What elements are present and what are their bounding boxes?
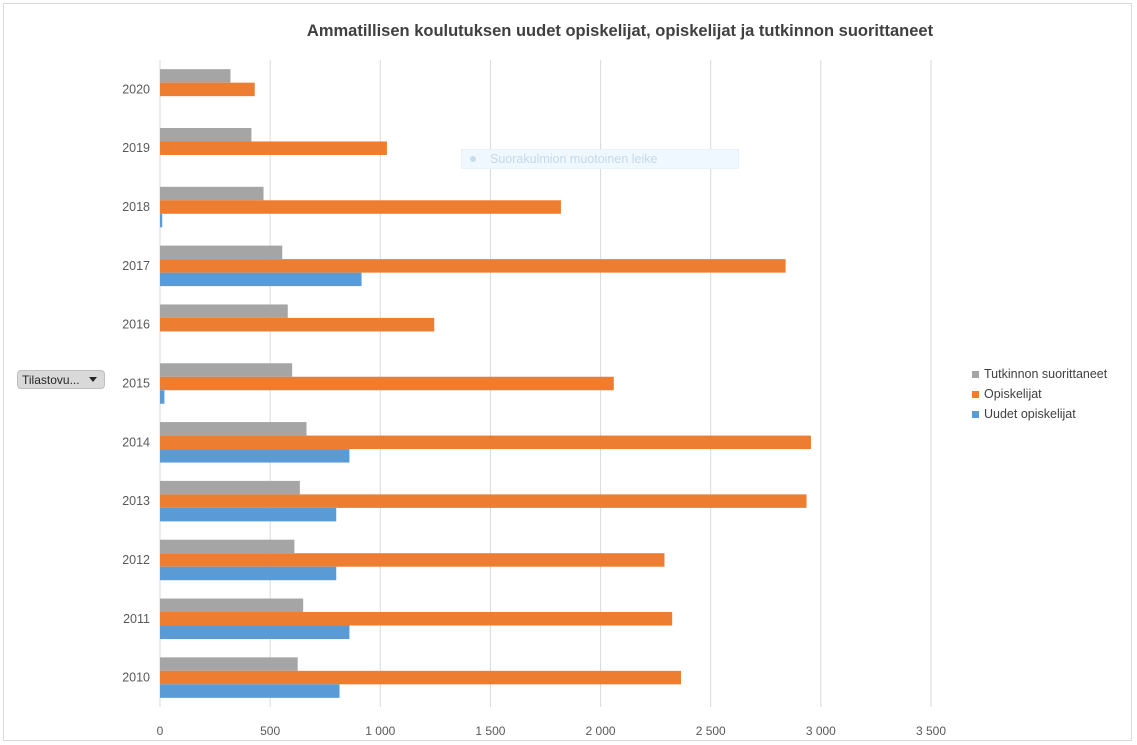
y-tick-label: 2016 (122, 318, 150, 332)
bar-tutkinnon-suorittaneet (160, 422, 307, 436)
bar-tutkinnon-suorittaneet (160, 304, 288, 318)
bar-opiskelijat (160, 376, 614, 391)
bar-tutkinnon-suorittaneet (160, 598, 304, 613)
bar-uudet-opiskelijat (160, 566, 337, 581)
bar-opiskelijat (160, 553, 665, 567)
y-tick-label: 2013 (122, 494, 150, 508)
x-tick-label: 500 (260, 724, 280, 738)
bar-tutkinnon-suorittaneet (160, 69, 231, 83)
x-tick-label: 2 500 (696, 724, 726, 738)
chart-title: Ammatillisen koulutuksen uudet opiskelij… (306, 22, 934, 40)
bar-uudet-opiskelijat (160, 507, 337, 522)
bar-tutkinnon-suorittaneet (160, 127, 252, 142)
bar-uudet-opiskelijat (160, 684, 340, 698)
bar-opiskelijat (160, 259, 786, 273)
legend-label: Opiskelijat (984, 387, 1042, 401)
y-tick-label: 2012 (122, 553, 150, 567)
bar-tutkinnon-suorittaneet (160, 539, 295, 554)
bar-opiskelijat (160, 200, 561, 214)
bar-opiskelijat (160, 670, 681, 685)
bar-tutkinnon-suorittaneet (160, 657, 298, 671)
x-tick-label: 1 500 (475, 724, 505, 738)
x-tick-label: 3 000 (806, 724, 836, 738)
shape-tooltip-text: Suorakulmion muotoinen leike (490, 152, 658, 166)
y-tick-label: 2011 (123, 612, 150, 626)
y-tick-label: 2017 (122, 259, 150, 273)
bar-tutkinnon-suorittaneet (160, 186, 264, 201)
bar-uudet-opiskelijat (160, 213, 163, 228)
legend-label: Tutkinnon suorittaneet (984, 367, 1108, 381)
legend-item: Uudet opiskelijat (972, 404, 1107, 424)
legend-swatch (972, 370, 979, 378)
bar-uudet-opiskelijat (160, 272, 362, 287)
legend-swatch (972, 390, 979, 398)
bar-uudet-opiskelijat (160, 625, 350, 640)
legend-item: Opiskelijat (972, 384, 1107, 404)
shape-tooltip: Suorakulmion muotoinen leike (461, 149, 739, 169)
bar-uudet-opiskelijat (160, 449, 350, 463)
bar-tutkinnon-suorittaneet (160, 480, 300, 495)
field-filter-label: Tilastovu... (22, 372, 80, 387)
x-tick-label: 0 (157, 724, 164, 738)
y-tick-label: 2015 (122, 377, 150, 391)
legend-label: Uudet opiskelijat (984, 407, 1076, 421)
dropdown-arrow-icon (89, 377, 97, 382)
legend-item: Tutkinnon suorittaneet (972, 364, 1107, 384)
y-tick-label: 2019 (122, 141, 150, 155)
bar-opiskelijat (160, 494, 807, 508)
bar-uudet-opiskelijat (160, 390, 165, 404)
y-tick-label: 2020 (122, 82, 150, 96)
bar-opiskelijat (160, 141, 387, 155)
chart-legend: Tutkinnon suorittaneet Opiskelijat Uudet o… (972, 364, 1107, 424)
y-tick-label: 2018 (122, 200, 150, 214)
bar-tutkinnon-suorittaneet (160, 245, 283, 260)
x-tick-label: 1 000 (365, 724, 395, 738)
field-filter-button[interactable]: Tilastovu... (17, 370, 105, 389)
x-tick-label: 2 000 (586, 724, 616, 738)
bullet-icon (470, 156, 476, 162)
legend-swatch (972, 410, 979, 418)
bar-opiskelijat (160, 317, 435, 332)
bar-opiskelijat (160, 435, 811, 450)
bar-opiskelijat (160, 82, 255, 97)
y-tick-label: 2014 (122, 435, 150, 449)
bar-opiskelijat (160, 612, 673, 626)
bar-tutkinnon-suorittaneet (160, 363, 293, 377)
x-tick-label: 3 500 (916, 724, 946, 738)
y-tick-label: 2010 (122, 671, 150, 685)
